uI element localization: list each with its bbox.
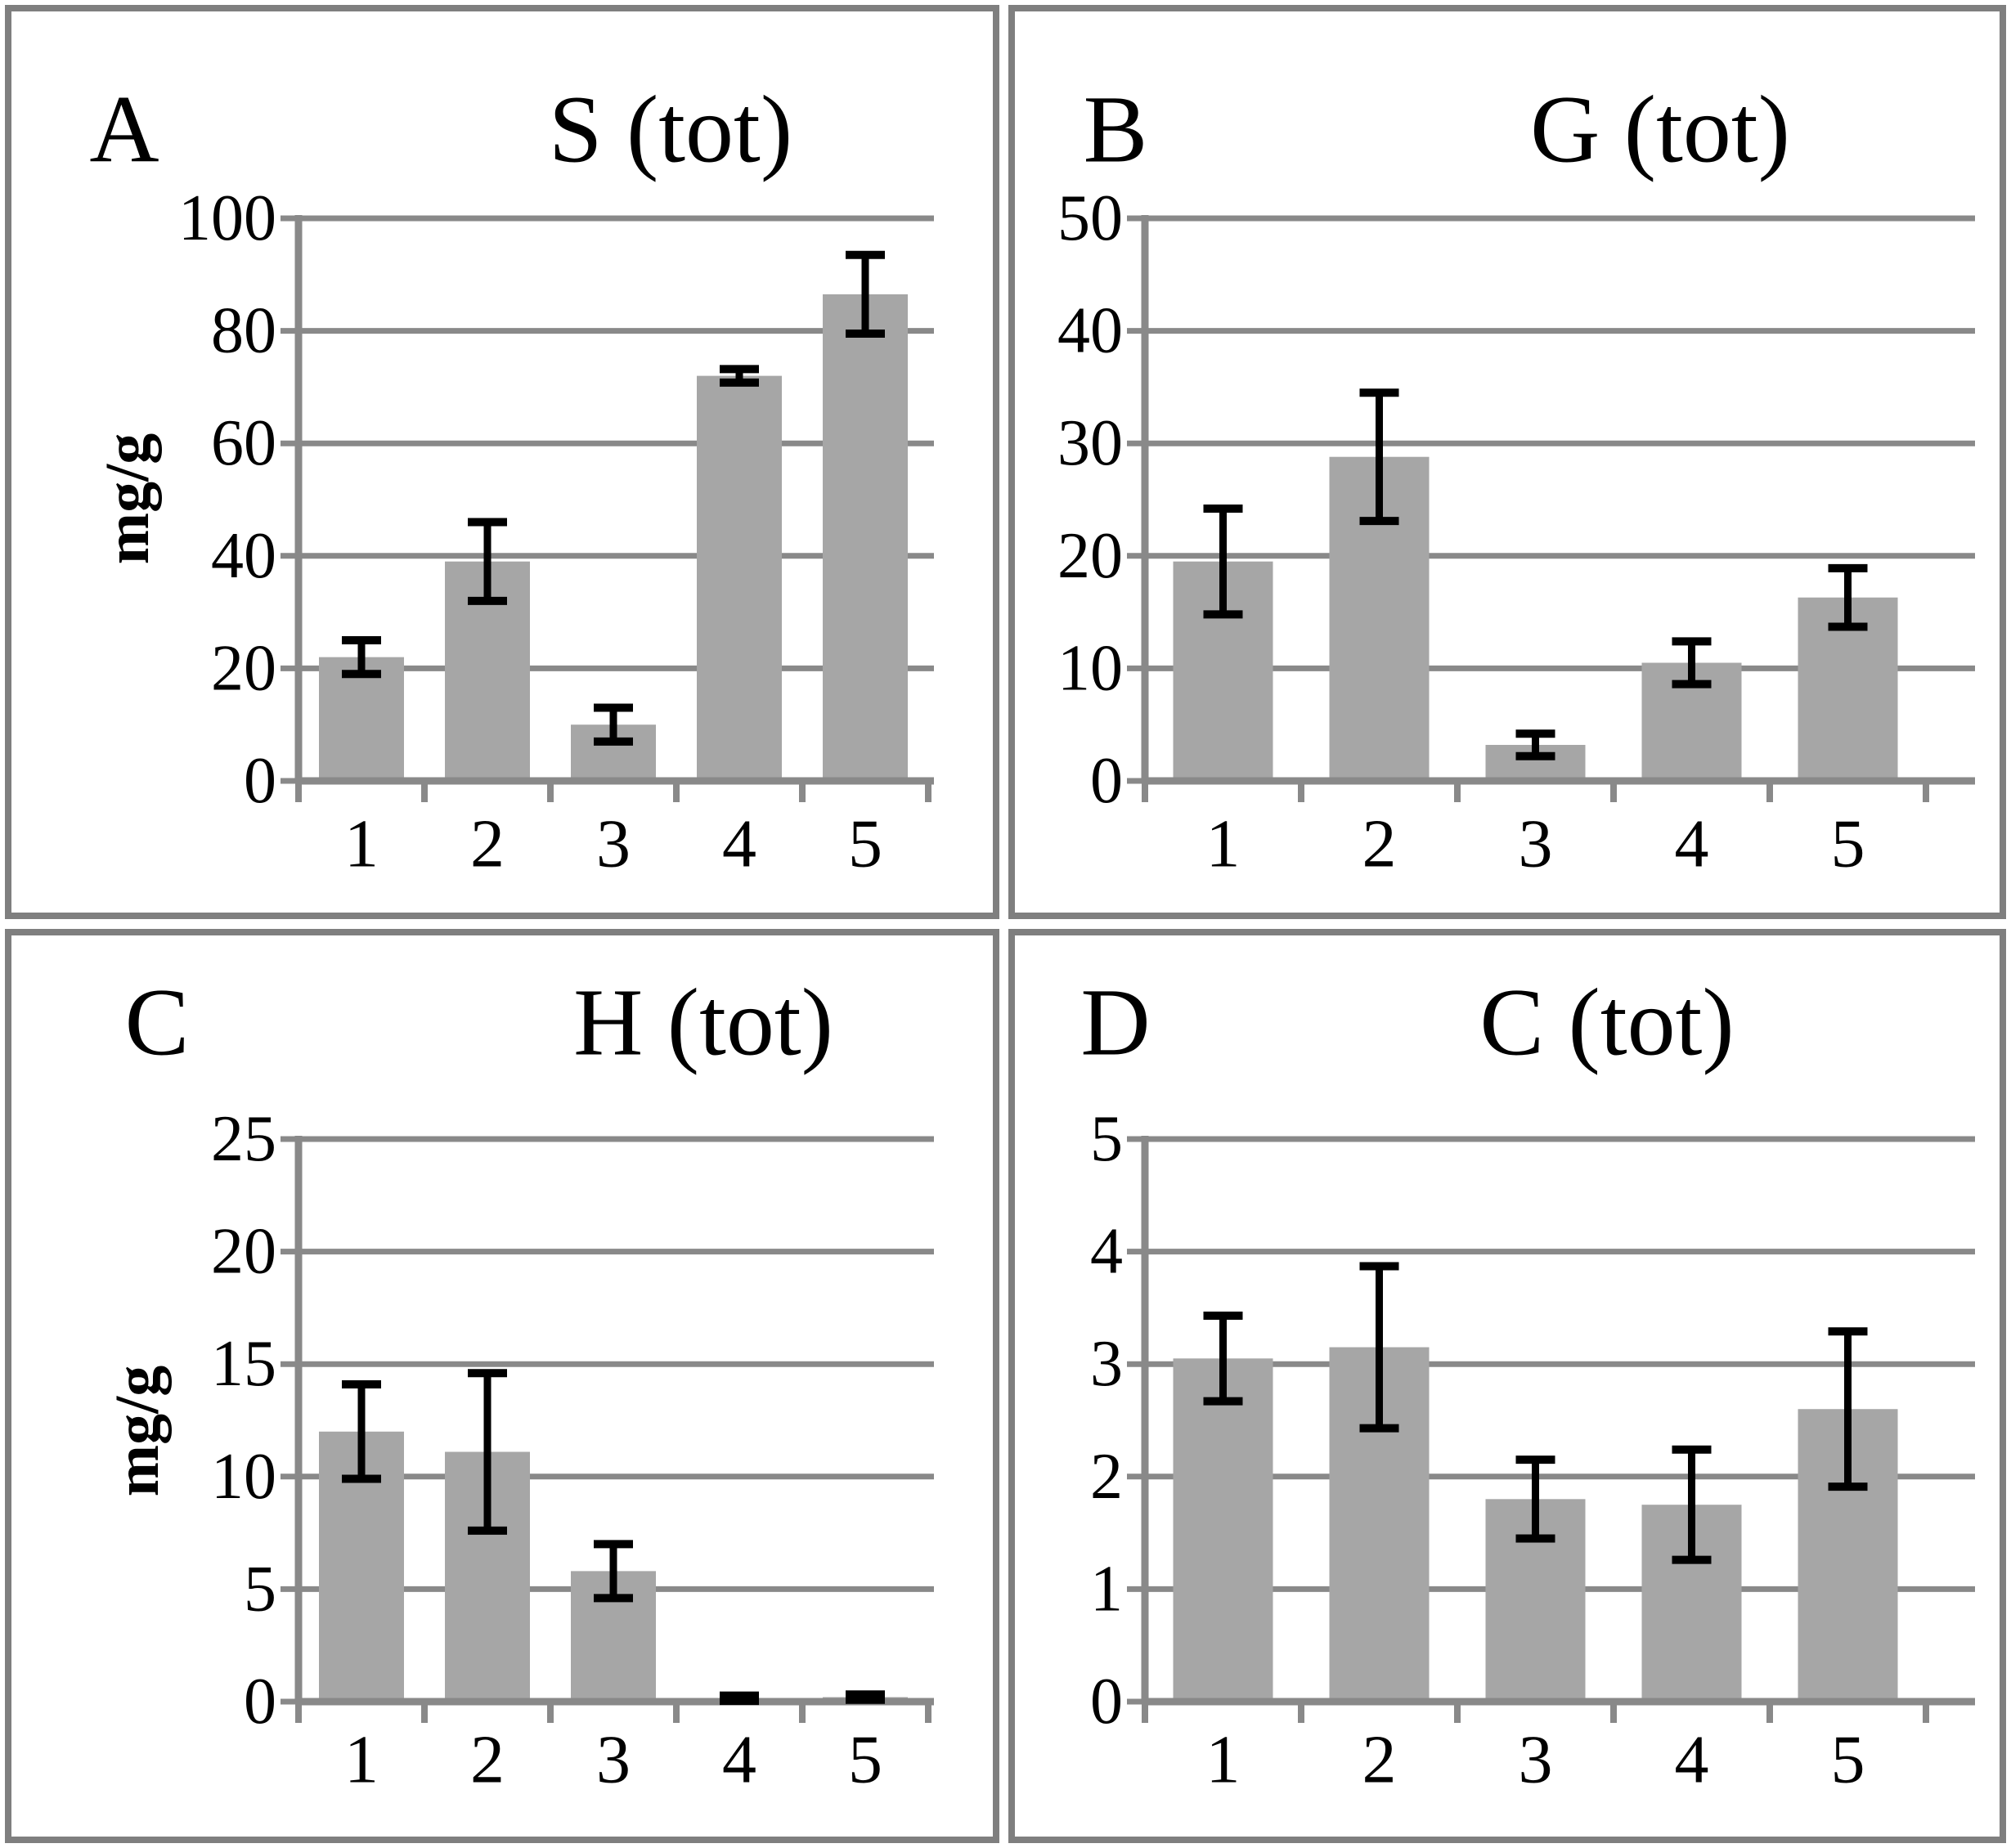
- x-tick-label: 3: [1519, 806, 1553, 882]
- y-tick-label: 10: [1057, 632, 1123, 704]
- y-tick-label: 0: [244, 1666, 276, 1738]
- panel-d: 0 1 2 3 4 5 1 2 3 4 5 D C (tot): [1008, 929, 2006, 1843]
- x-tick-label: 1: [1206, 806, 1241, 882]
- y-tick-label: 0: [1090, 1666, 1123, 1738]
- x-tick-label: 3: [1519, 1722, 1553, 1798]
- x-tick-label: 3: [596, 806, 631, 882]
- y-tick-label: 20: [211, 632, 276, 704]
- y-tick-label: 50: [1057, 182, 1123, 254]
- y-tick-label: 15: [211, 1328, 276, 1400]
- x-tick-label: 4: [1675, 806, 1709, 882]
- y-tick-label: 10: [211, 1441, 276, 1513]
- y-tick-label: 40: [1057, 295, 1123, 367]
- bar: [697, 375, 782, 781]
- y-tick-label: 100: [178, 182, 276, 254]
- x-tick-label: 4: [722, 1722, 756, 1798]
- y-tick-label: 0: [244, 745, 276, 817]
- chart-title: H (tot): [573, 969, 833, 1076]
- chart-b: 0 10 20 30 40 50 1 2 3 4 5 B G (tot): [1057, 76, 1975, 882]
- panel-a: 0 20 40 60 80 100 1 2 3 4 5 A S (tot) mg/g: [5, 5, 999, 919]
- x-tick-label: 2: [470, 1722, 505, 1798]
- x-tick-label: 1: [344, 806, 379, 882]
- y-tick-label: 4: [1090, 1216, 1123, 1288]
- y-tick-label: 20: [211, 1216, 276, 1288]
- x-tick-label: 1: [1206, 1722, 1241, 1798]
- y-tick-label: 30: [1057, 407, 1123, 479]
- y-tick-label: 25: [211, 1103, 276, 1175]
- x-tick-label: 2: [1362, 1722, 1397, 1798]
- x-tick-label: 2: [470, 806, 505, 882]
- y-tick-label: 80: [211, 295, 276, 367]
- panel-letter: B: [1084, 76, 1148, 183]
- x-tick-label: 5: [848, 806, 882, 882]
- panel-b: 0 10 20 30 40 50 1 2 3 4 5 B G (tot): [1008, 5, 2006, 919]
- chart-title: G (tot): [1530, 76, 1790, 183]
- panel-letter: C: [125, 969, 190, 1076]
- x-tick-label: 5: [1831, 1722, 1865, 1798]
- chart-d: 0 1 2 3 4 5 1 2 3 4 5 D C (tot): [1080, 969, 1975, 1798]
- x-tick-label: 4: [1675, 1722, 1709, 1798]
- panel-letter: A: [89, 76, 159, 183]
- chart-c: 0 5 10 15 20 25 1 2 3 4 5 C H (tot) mg/g: [103, 969, 934, 1798]
- y-tick-label: 0: [1090, 745, 1123, 817]
- y-tick-label: 5: [1090, 1103, 1123, 1175]
- y-tick-label: 1: [1090, 1553, 1123, 1625]
- x-tick-label: 2: [1362, 806, 1397, 882]
- y-tick-label: 20: [1057, 520, 1123, 592]
- y-axis-label: mg/g: [103, 1366, 172, 1496]
- y-tick-label: 60: [211, 407, 276, 479]
- bar: [1173, 1358, 1273, 1702]
- x-tick-label: 4: [722, 806, 756, 882]
- x-tick-label: 5: [1831, 806, 1865, 882]
- x-tick-label: 1: [344, 1722, 379, 1798]
- chart-a: 0 20 40 60 80 100 1 2 3 4 5 A S (tot) mg/g: [89, 76, 934, 882]
- chart-title: C (tot): [1479, 969, 1734, 1076]
- y-axis-label: mg/g: [93, 433, 162, 564]
- y-tick-label: 3: [1090, 1328, 1123, 1400]
- chart-title: S (tot): [549, 76, 792, 183]
- y-tick-label: 40: [211, 520, 276, 592]
- bar: [823, 294, 908, 781]
- y-tick-label: 5: [244, 1553, 276, 1625]
- y-tick-label: 2: [1090, 1441, 1123, 1513]
- panel-letter: D: [1080, 969, 1150, 1076]
- x-tick-label: 3: [596, 1722, 631, 1798]
- panel-c: 0 5 10 15 20 25 1 2 3 4 5 C H (tot) mg/g: [5, 929, 999, 1843]
- x-tick-label: 5: [848, 1722, 882, 1798]
